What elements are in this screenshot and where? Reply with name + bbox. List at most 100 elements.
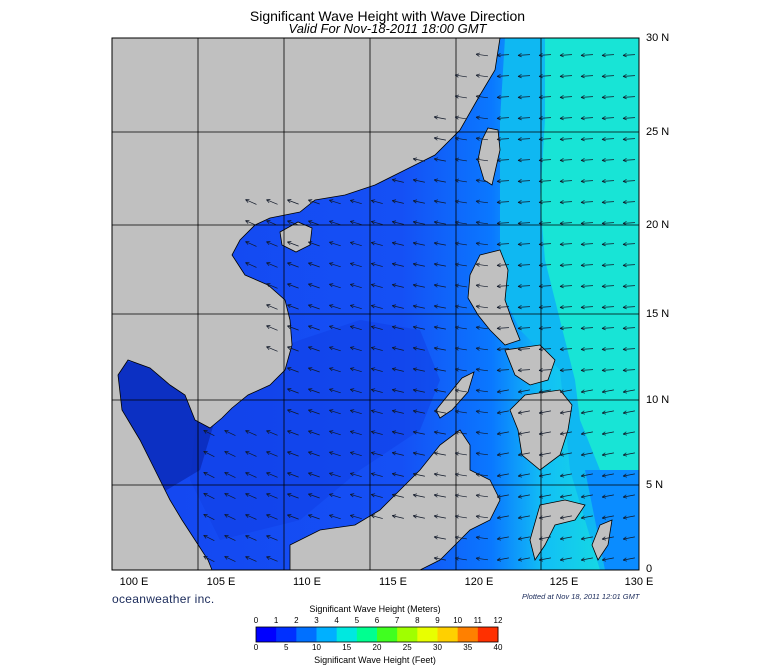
direction-arrow (412, 241, 425, 246)
direction-arrow (517, 494, 530, 499)
direction-arrow (350, 262, 362, 268)
visayas (504, 344, 556, 386)
sulawesi (529, 499, 586, 561)
direction-arrow (622, 410, 635, 415)
direction-arrow (580, 347, 594, 352)
direction-arrow (433, 199, 446, 204)
direction-arrow (580, 221, 594, 226)
legend-meters-tick: 8 (415, 616, 420, 625)
direction-arrow (454, 157, 467, 162)
direction-arrow (538, 410, 551, 415)
direction-arrow (433, 241, 446, 246)
direction-arrow (329, 241, 341, 247)
direction-arrow (350, 451, 362, 457)
direction-arrow (475, 325, 488, 330)
direction-arrow (287, 514, 299, 520)
direction-arrow (559, 242, 573, 247)
direction-arrow (287, 409, 299, 415)
direction-arrow (245, 514, 257, 520)
direction-arrow (454, 514, 467, 519)
direction-arrow (329, 451, 341, 457)
lon-label-125: 125 E (549, 576, 579, 588)
direction-arrow (433, 262, 446, 267)
direction-arrow (224, 556, 236, 562)
direction-arrow (496, 473, 509, 478)
direction-arrow (370, 493, 383, 498)
direction-arrow (580, 389, 593, 394)
legend-feet-tick: 0 (253, 643, 259, 652)
direction-arrow (622, 557, 635, 562)
direction-arrow (245, 535, 257, 541)
direction-arrow (433, 346, 446, 351)
direction-arrow (559, 74, 573, 79)
colorbar-segment (457, 627, 479, 642)
direction-arrow (601, 389, 614, 394)
direction-arrow (538, 284, 552, 289)
direction-arrow (329, 409, 341, 415)
direction-arrow (601, 473, 614, 478)
direction-arrow (266, 283, 278, 289)
direction-arrow (580, 284, 594, 289)
direction-arrow (622, 200, 636, 205)
direction-arrow (496, 158, 510, 163)
brand-logo-text: oceanweather inc. (112, 592, 215, 606)
direction-arrow (245, 199, 257, 205)
direction-arrow (370, 388, 383, 393)
direction-arrow (370, 199, 383, 204)
legend-meters-tick: 6 (374, 616, 380, 625)
direction-arrow (601, 536, 614, 541)
lat-label-5: 5 N (646, 479, 664, 491)
direction-arrow (266, 262, 278, 268)
direction-arrow (308, 325, 320, 331)
direction-arrow (622, 116, 636, 121)
legend-meters-tick: 11 (473, 616, 482, 625)
direction-arrow (559, 158, 573, 163)
direction-arrow (538, 305, 552, 310)
direction-arrow (580, 137, 594, 142)
direction-arrow (350, 388, 362, 394)
legend-meters-tick: 12 (493, 616, 503, 625)
direction-arrow (538, 368, 552, 373)
direction-arrow (517, 347, 531, 352)
direction-arrow (580, 326, 594, 331)
direction-arrow (266, 430, 278, 436)
direction-arrow (370, 346, 383, 351)
direction-arrow (391, 493, 404, 498)
legend-meters-tick: 5 (354, 616, 360, 625)
direction-arrow (350, 241, 362, 247)
direction-arrow (580, 263, 594, 268)
legend-meters-tick: 2 (294, 616, 299, 625)
direction-arrow (580, 452, 593, 457)
direction-arrow (412, 325, 425, 330)
direction-arrow (538, 116, 552, 121)
direction-arrow (559, 284, 573, 289)
direction-arrow (622, 347, 636, 352)
direction-arrow (517, 158, 531, 163)
colorbar-segment (417, 627, 438, 642)
direction-arrow (601, 74, 615, 79)
direction-arrow (433, 430, 446, 435)
direction-arrow (287, 388, 299, 394)
direction-arrow (350, 430, 362, 436)
direction-arrow (412, 199, 425, 204)
direction-arrow (329, 304, 341, 310)
direction-arrow (370, 283, 383, 288)
direction-arrow (538, 53, 552, 58)
direction-arrow (266, 493, 278, 499)
direction-arrow (517, 389, 530, 394)
direction-arrow (496, 389, 509, 394)
direction-arrow (475, 115, 488, 120)
direction-arrow (601, 494, 614, 499)
direction-arrow (601, 410, 614, 415)
direction-arrow (370, 451, 383, 456)
direction-arrow (538, 347, 552, 352)
direction-arrow (308, 283, 320, 289)
colorbar-segment (296, 627, 317, 642)
luzon (467, 249, 521, 346)
direction-arrow (517, 410, 530, 415)
direction-arrow (454, 220, 467, 225)
direction-arrow (496, 431, 509, 436)
direction-arrow (412, 283, 425, 288)
direction-arrow (350, 220, 362, 226)
direction-arrow (622, 389, 635, 394)
